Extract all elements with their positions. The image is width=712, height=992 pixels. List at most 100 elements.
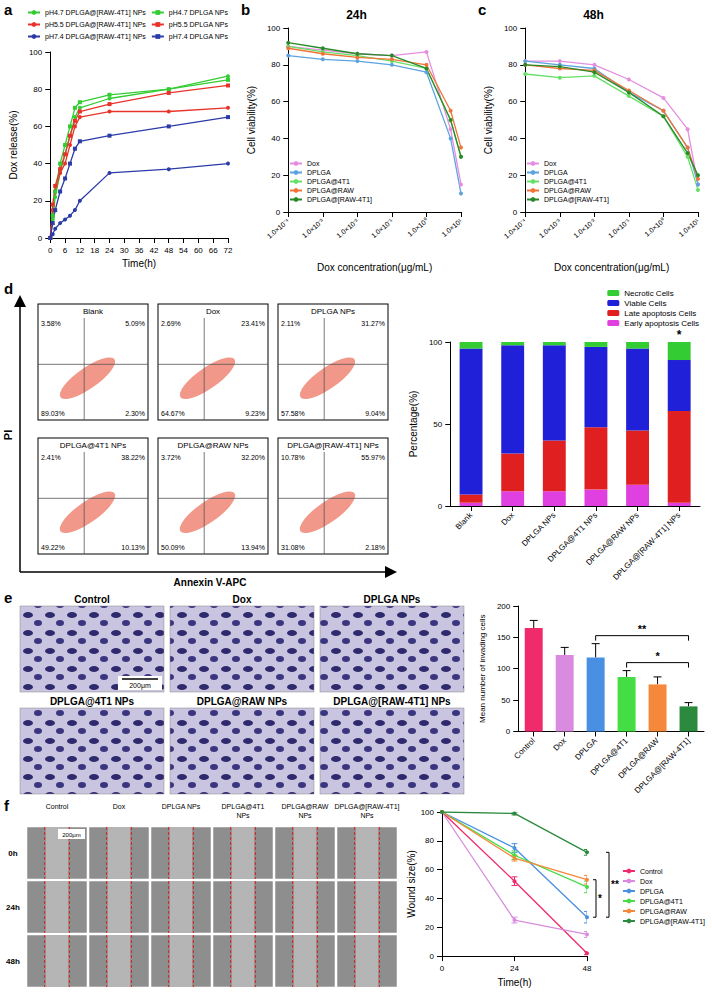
svg-text:Dox: Dox xyxy=(551,736,567,752)
svg-text:80: 80 xyxy=(425,836,434,845)
svg-text:60: 60 xyxy=(33,122,42,131)
svg-text:1.0×10⁻³: 1.0×10⁻³ xyxy=(301,217,326,239)
svg-text:55.97%: 55.97% xyxy=(361,454,385,461)
svg-text:24h: 24h xyxy=(6,903,20,912)
svg-text:1.0×10⁻²: 1.0×10⁻² xyxy=(335,217,360,239)
svg-text:48: 48 xyxy=(164,246,173,255)
svg-text:80: 80 xyxy=(508,60,517,69)
svg-text:0: 0 xyxy=(513,208,518,217)
svg-text:1.0×10⁻³: 1.0×10⁻³ xyxy=(538,217,563,239)
svg-text:DPLGA@RAW: DPLGA@RAW xyxy=(307,187,354,194)
svg-text:0: 0 xyxy=(276,208,281,217)
svg-text:Percentage(%): Percentage(%) xyxy=(408,391,419,458)
svg-text:9.04%: 9.04% xyxy=(365,410,385,417)
svg-text:DPLGA@[RAW-4T1]: DPLGA@[RAW-4T1] xyxy=(633,736,692,795)
svg-text:40: 40 xyxy=(271,134,280,143)
svg-text:2.69%: 2.69% xyxy=(161,320,181,327)
svg-text:Cell viability(%): Cell viability(%) xyxy=(483,86,494,154)
svg-text:Necrotic Cells: Necrotic Cells xyxy=(624,289,673,298)
svg-text:0: 0 xyxy=(506,727,511,736)
svg-text:Time(h): Time(h) xyxy=(497,977,531,988)
svg-text:0: 0 xyxy=(438,502,443,511)
svg-text:200μm: 200μm xyxy=(129,682,151,690)
svg-text:1.0×10⁻⁴: 1.0×10⁻⁴ xyxy=(266,217,291,239)
svg-text:20: 20 xyxy=(508,171,517,180)
svg-text:DPLGA@RAW: DPLGA@RAW xyxy=(544,187,591,194)
svg-text:1.0×10⁻¹: 1.0×10⁻¹ xyxy=(607,217,632,239)
svg-text:DPLGA NPs: DPLGA NPs xyxy=(311,307,355,316)
svg-text:Dox: Dox xyxy=(113,803,126,810)
svg-text:DPLGA@4T1: DPLGA@4T1 xyxy=(640,898,683,905)
svg-text:60: 60 xyxy=(508,97,517,106)
svg-text:Viable Cells: Viable Cells xyxy=(624,299,666,308)
svg-text:50.09%: 50.09% xyxy=(161,544,185,551)
svg-text:DPLGA@[RAW-4T1] NPs: DPLGA@[RAW-4T1] NPs xyxy=(333,696,451,707)
svg-text:200μm: 200μm xyxy=(62,832,80,838)
svg-text:DPLGA: DPLGA xyxy=(544,169,568,176)
svg-text:40: 40 xyxy=(33,159,42,168)
svg-text:Cell viability(%): Cell viability(%) xyxy=(246,86,257,154)
svg-text:80: 80 xyxy=(271,60,280,69)
svg-text:1.0×10⁰: 1.0×10⁰ xyxy=(406,217,429,238)
svg-text:54: 54 xyxy=(179,246,188,255)
svg-text:pH5.5 DPLGA@[RAW-4T1] NPs: pH5.5 DPLGA@[RAW-4T1] NPs xyxy=(45,21,146,29)
svg-text:Dox: Dox xyxy=(233,594,252,605)
svg-text:DPLGA: DPLGA xyxy=(573,736,599,762)
svg-text:Time(h): Time(h) xyxy=(122,258,156,269)
svg-text:3.72%: 3.72% xyxy=(161,454,181,461)
svg-text:48h: 48h xyxy=(583,8,604,22)
svg-text:NPs: NPs xyxy=(298,812,312,819)
svg-text:DPLGA@RAW NPs: DPLGA@RAW NPs xyxy=(197,696,288,707)
svg-text:50: 50 xyxy=(501,696,510,705)
svg-text:23.41%: 23.41% xyxy=(241,320,265,327)
svg-text:60: 60 xyxy=(271,97,280,106)
svg-text:DPLGA NPs: DPLGA NPs xyxy=(364,594,421,605)
svg-text:89.03%: 89.03% xyxy=(41,410,65,417)
svg-text:Control: Control xyxy=(640,868,663,875)
svg-text:31.08%: 31.08% xyxy=(281,544,305,551)
svg-text:Dox concentration(μg/mL): Dox concentration(μg/mL) xyxy=(554,262,669,273)
svg-text:150: 150 xyxy=(497,633,511,642)
svg-text:100: 100 xyxy=(497,664,511,673)
svg-text:66: 66 xyxy=(209,246,218,255)
svg-text:Dox: Dox xyxy=(307,160,320,167)
svg-text:2.30%: 2.30% xyxy=(125,410,145,417)
svg-text:2.41%: 2.41% xyxy=(41,454,61,461)
svg-text:Control: Control xyxy=(512,736,537,761)
svg-text:13.94%: 13.94% xyxy=(241,544,265,551)
svg-text:10.78%: 10.78% xyxy=(281,454,305,461)
svg-text:DPLGA NPs: DPLGA NPs xyxy=(520,511,557,548)
svg-text:DPLGA: DPLGA xyxy=(307,169,331,176)
svg-text:5.09%: 5.09% xyxy=(125,320,145,327)
svg-text:1.0×10¹: 1.0×10¹ xyxy=(440,217,463,238)
svg-text:60: 60 xyxy=(194,246,203,255)
svg-text:NPs: NPs xyxy=(236,812,250,819)
svg-text:Early apoptosis Cells: Early apoptosis Cells xyxy=(624,319,699,328)
svg-text:24: 24 xyxy=(105,246,114,255)
svg-text:1.0×10⁻²: 1.0×10⁻² xyxy=(572,217,597,239)
svg-text:*: * xyxy=(677,328,682,342)
svg-text:0h: 0h xyxy=(8,849,17,858)
svg-text:200: 200 xyxy=(497,602,511,611)
svg-text:30: 30 xyxy=(120,246,129,255)
svg-text:42: 42 xyxy=(149,246,158,255)
svg-text:20: 20 xyxy=(33,196,42,205)
svg-text:pH4.7 DPLGA@[RAW-4T1] NPs: pH4.7 DPLGA@[RAW-4T1] NPs xyxy=(45,9,146,17)
svg-text:Dox: Dox xyxy=(499,511,515,527)
svg-text:Dox: Dox xyxy=(206,307,220,316)
svg-text:Control: Control xyxy=(74,594,110,605)
svg-text:31.27%: 31.27% xyxy=(361,320,385,327)
svg-text:DPLGA@[RAW-4T1] NPs: DPLGA@[RAW-4T1] NPs xyxy=(287,441,379,450)
svg-text:**: ** xyxy=(638,623,647,635)
svg-text:57.58%: 57.58% xyxy=(281,410,305,417)
svg-text:DPLGA@[RAW-4T1]: DPLGA@[RAW-4T1] xyxy=(544,196,609,204)
svg-text:Blank: Blank xyxy=(454,511,474,531)
svg-text:DPLGA@[RAW-4T1]: DPLGA@[RAW-4T1] xyxy=(334,803,399,811)
svg-text:24: 24 xyxy=(510,964,519,973)
svg-text:100: 100 xyxy=(421,808,435,817)
svg-text:20: 20 xyxy=(271,171,280,180)
svg-text:3.58%: 3.58% xyxy=(41,320,61,327)
svg-text:Late apoptosis Cells: Late apoptosis Cells xyxy=(624,309,696,318)
svg-text:36: 36 xyxy=(135,246,144,255)
svg-text:DPLGA@[RAW-4T1]: DPLGA@[RAW-4T1] xyxy=(640,918,705,926)
